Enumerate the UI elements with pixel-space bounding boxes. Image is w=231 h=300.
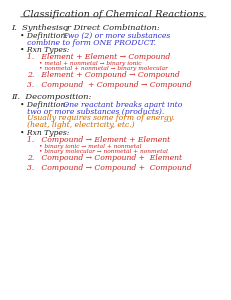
Text: One reactant breaks apart into: One reactant breaks apart into	[63, 101, 182, 109]
Text: combine to form ONE PRODUCT.: combine to form ONE PRODUCT.	[20, 39, 156, 47]
Text: Usually requires some form of energy.: Usually requires some form of energy.	[20, 115, 174, 122]
Text: Direct Combination:: Direct Combination:	[71, 24, 160, 32]
Text: • nonmetal + nonmetal → binary molecular: • nonmetal + nonmetal → binary molecular	[39, 66, 168, 71]
Text: 1.   Compound → Element + Element: 1. Compound → Element + Element	[27, 136, 170, 144]
Text: 3.   Compound → Compound +  Compound: 3. Compound → Compound + Compound	[27, 164, 191, 172]
Text: • binary molecular → nonmetal + nonmetal: • binary molecular → nonmetal + nonmetal	[39, 149, 168, 154]
Text: • Rxn Types:: • Rxn Types:	[20, 46, 69, 54]
Text: 2.   Element + Compound → Compound: 2. Element + Compound → Compound	[27, 71, 179, 80]
Text: I.  Synthesis: I. Synthesis	[11, 24, 66, 32]
Text: Two (2) or more substances: Two (2) or more substances	[63, 32, 170, 40]
Text: • binary ionic → metal + nonmetal: • binary ionic → metal + nonmetal	[39, 144, 141, 148]
Text: 2.   Compound → Compound +  Element: 2. Compound → Compound + Element	[27, 154, 182, 162]
Text: or: or	[63, 24, 72, 32]
Text: • Rxn Types:: • Rxn Types:	[20, 129, 69, 137]
Text: • Definition:: • Definition:	[20, 32, 73, 40]
Text: II.  Decomposition:: II. Decomposition:	[11, 93, 91, 101]
Text: • Definition:: • Definition:	[20, 101, 73, 109]
Text: 1.   Element + Element → Compound: 1. Element + Element → Compound	[27, 53, 170, 61]
Text: (heat, light, electricity, etc.): (heat, light, electricity, etc.)	[20, 121, 135, 129]
Text: 3.   Compound  + Compound → Compound: 3. Compound + Compound → Compound	[27, 81, 191, 88]
Text: • metal + nonmetal → binary ionic: • metal + nonmetal → binary ionic	[39, 61, 141, 66]
Text: Classification of Chemical Reactions: Classification of Chemical Reactions	[23, 10, 204, 19]
Text: two or more substances (products).: two or more substances (products).	[20, 108, 164, 116]
